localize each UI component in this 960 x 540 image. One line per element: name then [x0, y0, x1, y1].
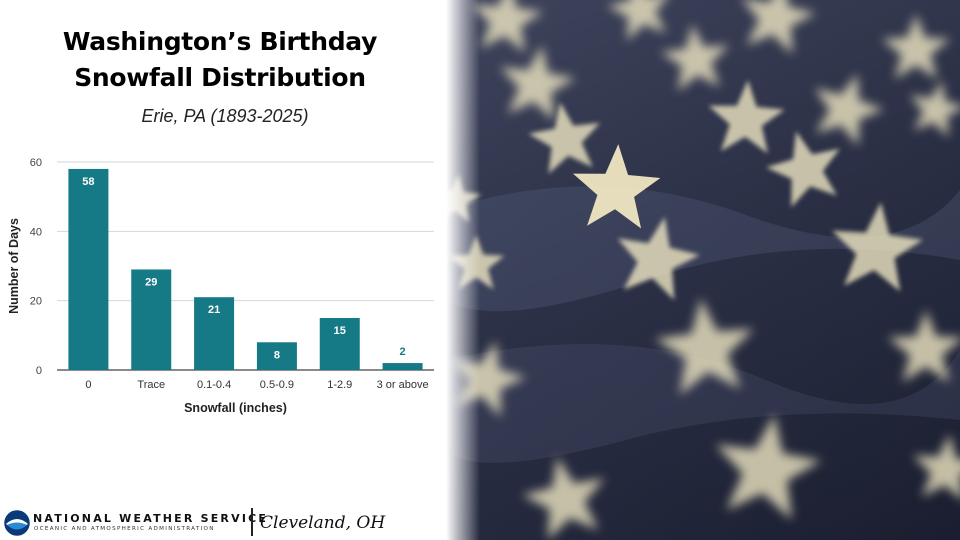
x-tick-label: 0.5-0.9 [260, 379, 294, 391]
bar [319, 318, 360, 370]
star-shape [655, 298, 754, 395]
bar-value-label: 2 [400, 346, 406, 358]
page-subtitle: Erie, PA (1893-2025) [141, 106, 309, 126]
star-shape [528, 102, 600, 174]
star-shape [708, 80, 785, 154]
y-tick-label: 40 [30, 226, 42, 238]
flag-stars-illustration [446, 0, 960, 540]
star-shape [909, 80, 960, 138]
office-name: Cleveland, OH [260, 513, 386, 533]
agency-name: NATIONAL WEATHER SERVICE [33, 512, 269, 525]
chart-panel: Washington’s Birthday Snowfall Distribut… [0, 0, 446, 540]
agency-subtitle: OCEANIC AND ATMOSPHERIC ADMINISTRATION [34, 526, 215, 532]
star-shape [607, 0, 667, 41]
star-shape [832, 202, 923, 292]
y-tick-label: 20 [30, 296, 42, 308]
x-axis-label: Snowfall (inches) [184, 401, 287, 415]
star-shape [913, 434, 960, 498]
footer: NATIONAL WEATHER SERVICE OCEANIC AND ATM… [0, 504, 446, 540]
bar [194, 297, 235, 370]
x-tick-label: Trace [137, 379, 165, 391]
star-shape [471, 0, 544, 53]
star-shape [573, 144, 661, 229]
star-shape [500, 45, 576, 121]
bar-value-label: 15 [334, 325, 346, 337]
bar [68, 168, 109, 370]
bar-value-label: 58 [82, 176, 94, 188]
x-tick-label: 0.1-0.4 [197, 379, 231, 391]
star-shape [888, 310, 960, 383]
star-shape [742, 0, 816, 55]
bar [382, 363, 423, 370]
star-shape [660, 24, 729, 92]
photo-edge-fade [446, 0, 480, 540]
bar [131, 269, 172, 370]
american-flag-stars-photo [446, 0, 960, 540]
y-axis-label: Number of Days [7, 218, 21, 314]
footer-divider [251, 508, 253, 536]
star-shape [766, 131, 840, 208]
x-tick-label: 1-2.9 [327, 379, 352, 391]
star-shape [522, 456, 605, 540]
bar-value-label: 21 [208, 304, 220, 316]
star-shape [881, 14, 951, 80]
y-tick-label: 60 [30, 157, 42, 169]
title-line-1: Washington’s Birthday [62, 27, 378, 56]
bar-value-label: 29 [145, 276, 157, 288]
x-tick-label: 0 [85, 379, 91, 391]
star-shape [814, 73, 884, 146]
noaa-logo-icon [4, 510, 30, 536]
page-title: Washington’s Birthday Snowfall Distribut… [20, 24, 420, 96]
star-shape [617, 216, 700, 300]
x-tick-label: 3 or above [377, 379, 429, 391]
title-line-2: Snowfall Distribution [74, 63, 366, 92]
star-shape [715, 414, 822, 520]
snowfall-bar-chart: 0 20 40 60 58 0 29 Trace 21 0.1-0.4 8 0.5-0.9 15 1-2.… [7, 157, 434, 415]
bar [256, 342, 297, 370]
bar-value-label: 8 [274, 349, 280, 361]
y-tick-label: 0 [36, 365, 42, 377]
